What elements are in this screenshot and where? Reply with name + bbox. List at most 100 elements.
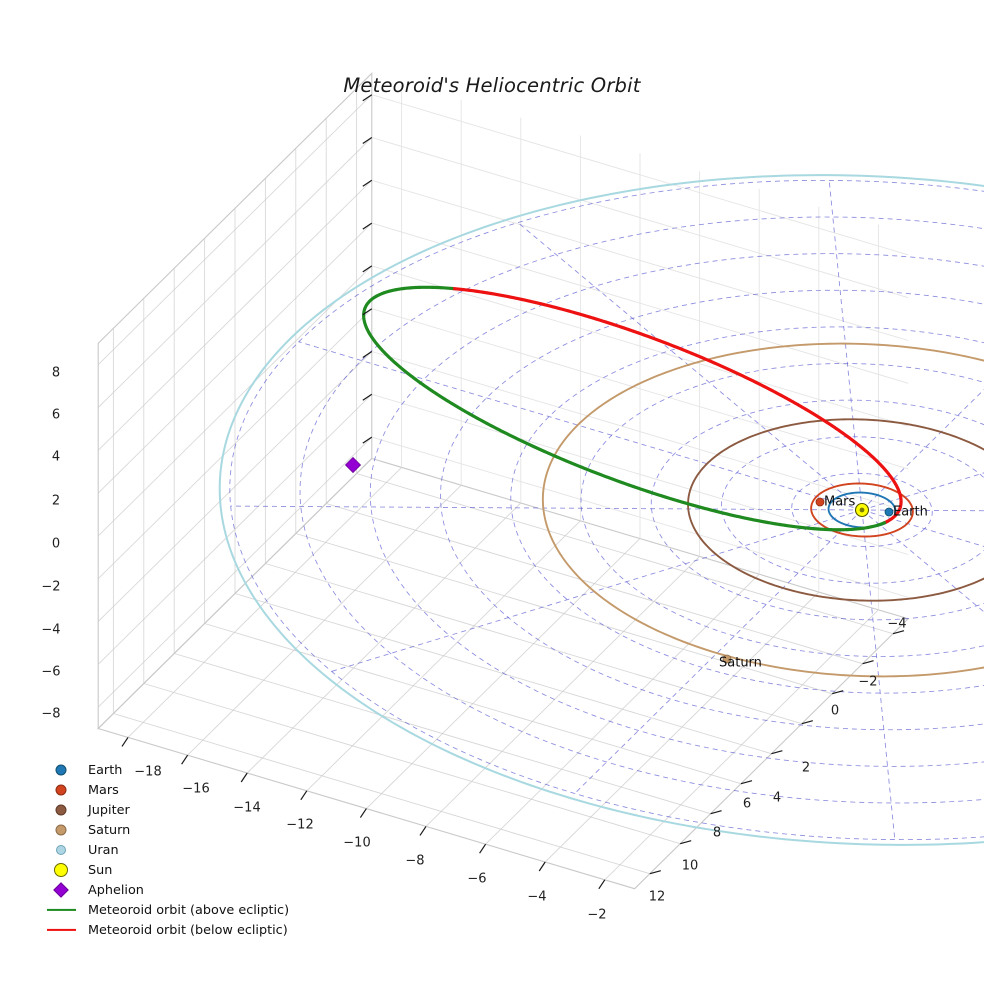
left-wall-gridline-z [97,179,373,451]
legend-item-label: Sun [88,862,113,878]
line-swatch-icon [47,908,76,912]
x-axis-tick-label: −2 [587,907,607,923]
z-tick-mark [362,265,373,273]
legend-item-label: Aphelion [88,882,144,898]
legend-line-icon [44,920,78,940]
x-tick-mark [479,843,487,854]
circle-icon [56,845,66,855]
back-wall-gridline-z [371,265,909,427]
z-axis-tick-label: 4 [51,449,61,465]
y-tick-mark [832,690,844,695]
legend-item-saturn[interactable]: Saturn [44,820,296,840]
left-wall-gridline-z [97,436,373,708]
floor-gridline-y [113,713,650,875]
ecliptic-ring [650,399,984,621]
y-axis-tick-label: −2 [858,674,878,690]
z-tick-mark [362,222,373,230]
floor-gridline-y [204,623,742,785]
aphelion-marker [344,456,362,474]
x-axis-tick-label: −18 [134,764,162,780]
z-axis-tick-label: 2 [51,493,61,509]
legend-item-jupiter[interactable]: Jupiter [44,800,296,820]
back-wall-gridline-z [371,351,909,513]
orbit-path-jupiter [687,418,984,602]
legend-item-uran[interactable]: Uran [44,840,296,860]
x-axis-tick-label: −8 [405,853,425,869]
legend-item-sun[interactable]: Sun [44,860,296,880]
legend-dot-icon [44,860,78,880]
ecliptic-spoke [331,509,863,672]
left-wall-gridline-z [97,308,373,580]
ecliptic-spoke [861,389,984,511]
floor-gridline-y [174,653,711,815]
left-wall-gridline-z [97,393,373,665]
ecliptic-spoke [517,222,863,511]
legend-item-meteoroid-orbit-above-ecliptic[interactable]: Meteoroid orbit (above ecliptic) [44,900,296,920]
circle-icon [55,764,67,776]
legend-dot-icon [44,820,78,840]
orbit-path-uran [218,174,984,846]
left-wall-gridline-z [97,137,373,408]
x-axis-tick-label: −14 [233,800,261,816]
z-tick-mark [362,393,373,401]
legend-dot-icon [44,840,78,860]
body-label-mars: Mars [824,494,856,510]
y-axis-tick-label: −4 [887,616,907,632]
z-tick-mark [362,436,373,444]
floor-gridline-y [356,473,894,635]
ecliptic-spoke [828,180,863,511]
earth-marker [884,507,894,517]
z-axis-tick-label: −6 [41,664,61,680]
x-tick-mark [300,790,308,801]
x-tick-mark [419,826,427,836]
legend-item-label: Meteoroid orbit (below ecliptic) [88,922,288,938]
y-axis-tick-label: 12 [648,889,666,905]
circle-icon [55,784,67,796]
left-pane-border [97,71,373,730]
x-axis-tick-label: −12 [286,817,314,833]
ecliptic-spoke [230,505,863,511]
body-markers [344,456,894,664]
x-axis-tick-label: −4 [527,889,547,905]
mars-marker [815,497,825,507]
y-axis-tick-label: 0 [830,703,840,719]
x-tick-mark [240,772,248,783]
axes-panes [97,71,910,890]
ecliptic-spoke [861,509,984,613]
legend-item-earth[interactable]: Earth [44,760,296,780]
x-tick-mark [598,879,606,890]
circle-icon [55,804,67,816]
x-axis-tick-label: −6 [467,871,487,887]
legend-item-meteoroid-orbit-below-ecliptic[interactable]: Meteoroid orbit (below ecliptic) [44,920,296,940]
z-tick-mark [362,137,373,144]
y-tick-mark [862,660,874,665]
z-axis-tick-label: 0 [51,536,61,552]
y-tick-mark [710,810,722,815]
meteoroid-above-ecliptic [362,285,887,532]
meteoroid-below-ecliptic [450,286,903,523]
ecliptic-spoke [861,472,984,511]
x-axis-tick-label: −16 [182,781,210,797]
ecliptic-spoke [574,509,863,794]
z-tick-mark [362,308,373,316]
y-tick-mark [649,870,661,875]
x-tick-mark [181,754,189,765]
circle-icon [55,824,67,836]
floor-gridline-y [234,593,772,755]
meteoroid-orbit [362,285,903,532]
ecliptic-spoke [298,341,863,511]
legend-item-label: Earth [88,762,123,778]
saturn-marker [722,654,732,664]
sun-core-icon [859,507,865,513]
left-wall-gridline-z [97,265,373,537]
legend-diamond-icon [44,880,78,900]
body-label-saturn: Saturn [719,655,762,671]
ecliptic-ring [369,253,984,767]
legend-item-mars[interactable]: Mars [44,780,296,800]
y-axis-tick-label: 10 [681,858,699,874]
back-wall-gridline-z [371,308,909,470]
legend-dot-icon [44,760,78,780]
ecliptic-grid [229,179,984,841]
legend-item-aphelion[interactable]: Aphelion [44,880,296,900]
